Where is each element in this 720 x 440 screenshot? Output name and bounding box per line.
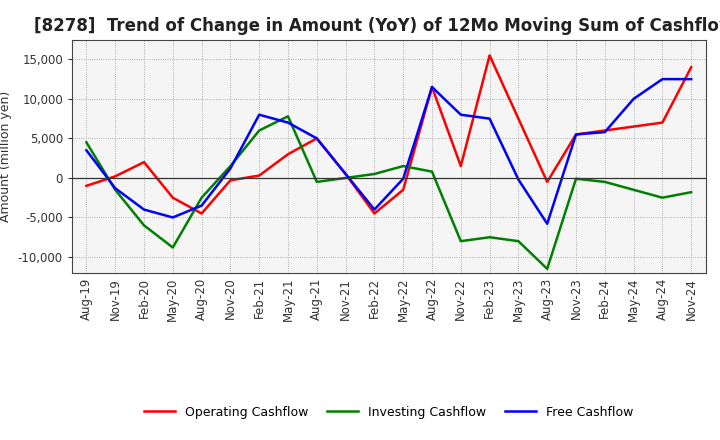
Operating Cashflow [82,183,91,188]
Free Cashflow [341,171,350,176]
Operating Cashflow [658,120,667,125]
Investing Cashflow [197,195,206,200]
Operating Cashflow [543,179,552,184]
Investing Cashflow [687,190,696,195]
Free Cashflow [485,116,494,121]
Operating Cashflow [600,128,609,133]
Investing Cashflow [312,179,321,184]
Free Cashflow [600,129,609,135]
Free Cashflow [399,176,408,181]
Free Cashflow [428,84,436,90]
Free Cashflow [284,120,292,125]
Free Cashflow [82,148,91,153]
Investing Cashflow [456,238,465,244]
Line: Free Cashflow: Free Cashflow [86,79,691,224]
Free Cashflow [543,221,552,227]
Investing Cashflow [428,169,436,174]
Investing Cashflow [399,163,408,169]
Y-axis label: Amount (million yen): Amount (million yen) [0,91,12,222]
Investing Cashflow [514,238,523,244]
Title: [8278]  Trend of Change in Amount (YoY) of 12Mo Moving Sum of Cashflows: [8278] Trend of Change in Amount (YoY) o… [34,17,720,35]
Line: Investing Cashflow: Investing Cashflow [86,116,691,269]
Operating Cashflow [399,187,408,192]
Free Cashflow [687,77,696,82]
Free Cashflow [168,215,177,220]
Free Cashflow [197,203,206,208]
Free Cashflow [312,136,321,141]
Operating Cashflow [370,211,379,216]
Line: Operating Cashflow: Operating Cashflow [86,55,691,213]
Operating Cashflow [341,171,350,176]
Operating Cashflow [226,178,235,183]
Investing Cashflow [341,175,350,180]
Investing Cashflow [82,140,91,145]
Free Cashflow [456,112,465,117]
Operating Cashflow [572,132,580,137]
Free Cashflow [514,177,523,182]
Free Cashflow [140,207,148,212]
Operating Cashflow [255,173,264,178]
Free Cashflow [370,207,379,212]
Legend: Operating Cashflow, Investing Cashflow, Free Cashflow: Operating Cashflow, Investing Cashflow, … [139,400,639,424]
Investing Cashflow [111,187,120,192]
Investing Cashflow [629,187,638,192]
Operating Cashflow [687,65,696,70]
Free Cashflow [658,77,667,82]
Operating Cashflow [284,152,292,157]
Operating Cashflow [514,116,523,121]
Operating Cashflow [456,163,465,169]
Investing Cashflow [284,114,292,119]
Free Cashflow [111,186,120,191]
Operating Cashflow [312,136,321,141]
Operating Cashflow [140,159,148,165]
Free Cashflow [629,96,638,102]
Investing Cashflow [600,179,609,184]
Operating Cashflow [168,195,177,200]
Operating Cashflow [629,124,638,129]
Investing Cashflow [168,245,177,250]
Free Cashflow [255,112,264,117]
Operating Cashflow [428,84,436,90]
Investing Cashflow [226,163,235,169]
Operating Cashflow [485,53,494,58]
Operating Cashflow [197,211,206,216]
Investing Cashflow [255,128,264,133]
Investing Cashflow [140,223,148,228]
Investing Cashflow [370,171,379,176]
Investing Cashflow [543,266,552,271]
Operating Cashflow [111,174,120,179]
Free Cashflow [572,132,580,137]
Investing Cashflow [572,176,580,181]
Investing Cashflow [658,195,667,200]
Free Cashflow [226,166,235,171]
Investing Cashflow [485,235,494,240]
